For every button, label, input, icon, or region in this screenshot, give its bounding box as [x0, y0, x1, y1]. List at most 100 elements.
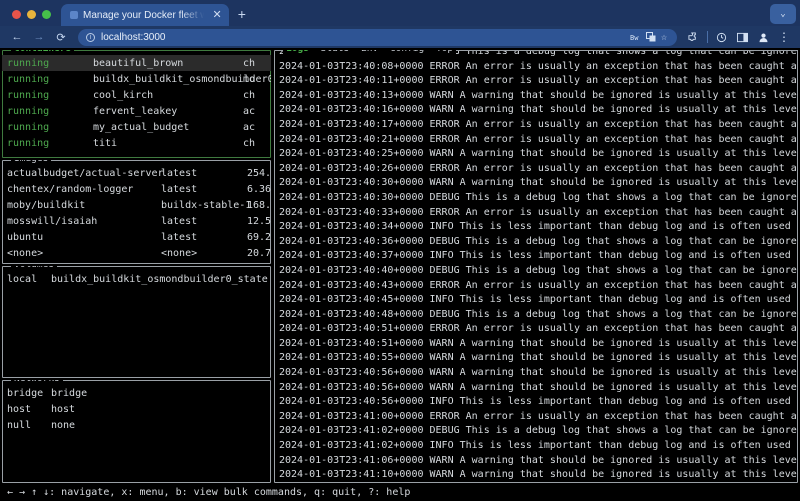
tab-strip: Manage your Docker fleet w ✕ + ⌄	[0, 0, 800, 26]
toolbar-divider	[707, 31, 708, 43]
network-driver: bridge	[51, 387, 88, 399]
log-line: 2024-01-03T23:40:30+0000 WARN A warning …	[279, 177, 798, 189]
container-row[interactable]: running fervent_leakey ac	[2, 103, 271, 119]
close-window-button[interactable]	[12, 10, 21, 19]
chevron-down-icon[interactable]: ⌄	[770, 4, 796, 24]
log-line: 2024-01-03T23:40:56+0000 INFO This is le…	[279, 396, 798, 408]
log-line: 2024-01-03T23:40:45+0000 INFO This is le…	[279, 294, 798, 306]
containers-rows: running beautiful_brown ch running buildx_bu…	[2, 50, 271, 158]
container-image: ch	[243, 89, 256, 101]
log-line: 2024-01-03T23:40:56+0000 WARN A warning …	[279, 367, 798, 379]
status-bar: ← → ↑ ↓: navigate, x: menu, b: view bulk…	[2, 483, 798, 501]
url-text: localhost:3000	[101, 31, 166, 43]
network-name: bridge	[7, 387, 44, 399]
minimize-window-button[interactable]	[27, 10, 36, 19]
volume-row[interactable]: local buildx_buildkit_osmondbuilder0_stat…	[2, 271, 271, 287]
containers-panel[interactable]: Containers runningbeautiful_brownchrunni…	[2, 50, 271, 158]
back-button[interactable]: ←	[11, 31, 23, 43]
image-row[interactable]: ubuntu latest 69.27M	[2, 229, 271, 245]
tab-env[interactable]: Env	[361, 50, 378, 54]
log-line: 2024-01-03T23:40:40+0000 DEBUG This is a…	[279, 264, 798, 276]
log-line: 2024-01-03T23:40:33+0000 ERROR An error …	[279, 206, 798, 218]
forward-button[interactable]: →	[33, 31, 45, 43]
tab-separator: —	[309, 50, 321, 54]
container-row[interactable]: running buildx_buildkit_osmondbuilder0 mo	[2, 71, 271, 87]
browser-tab[interactable]: Manage your Docker fleet w ✕	[61, 4, 229, 26]
container-image: mo	[243, 73, 256, 85]
log-line: 2024-01-03T23:40:51+0000 ERROR An error …	[279, 323, 798, 335]
volumes-panel[interactable]: Volumes local buildx_buildkit_osmondbuild…	[2, 266, 271, 378]
new-tab-button[interactable]: +	[237, 6, 246, 22]
tab-title: Manage your Docker fleet w	[83, 9, 208, 21]
bookmark-star-icon[interactable]: ☆	[660, 31, 667, 43]
log-line: 2024-01-03T23:41:02+0000 DEBUG This is a…	[279, 425, 798, 437]
image-size: 254.96	[247, 167, 271, 179]
volumes-rows: local buildx_buildkit_osmondbuilder0_stat…	[2, 266, 271, 378]
tab-logs[interactable]: Logs	[286, 50, 309, 54]
networks-panel-border	[2, 380, 271, 483]
log-line: 2024-01-03T23:40:56+0000 WARN A warning …	[279, 381, 798, 393]
container-row[interactable]: running beautiful_brown ch	[2, 55, 271, 71]
sidepanel-icon[interactable]	[732, 32, 753, 43]
container-name: cool_kirch	[93, 89, 154, 101]
image-tag: latest	[161, 183, 198, 195]
address-bar[interactable]: i localhost:3000 Bw ☆	[78, 28, 677, 46]
extensions-icon[interactable]	[683, 31, 704, 43]
container-image: ch	[243, 57, 256, 69]
maximize-window-button[interactable]	[42, 10, 51, 19]
network-driver: none	[51, 419, 76, 431]
log-line: 2024-01-03T23:41:10+0000 WARN A warning …	[279, 469, 798, 481]
container-row[interactable]: running my_actual_budget ac	[2, 119, 271, 135]
log-line: 2024-01-03T23:41:02+0000 INFO This is le…	[279, 440, 798, 452]
tab-close-icon[interactable]: ✕	[212, 8, 222, 21]
images-rows: actualbudget/actual-serverlatest254.96ch…	[2, 160, 271, 264]
container-row[interactable]: running titi ch	[2, 135, 271, 151]
log-line: 2024-01-03T23:40:08+0000 ERROR An error …	[279, 60, 798, 72]
reload-button[interactable]: ⟳	[56, 31, 66, 44]
container-name: beautiful_brown	[93, 57, 184, 69]
site-info-icon[interactable]: i	[86, 32, 95, 42]
log-line: 2024-01-03T23:40:21+0000 ERROR An error …	[279, 133, 798, 145]
window-traffic-lights	[8, 10, 61, 26]
log-output[interactable]: 2024-01-03T23:40:05+0000 DEBUG This is a…	[274, 50, 798, 483]
omnibox-actions: Bw ☆	[630, 32, 669, 43]
image-repository: moby/buildkit	[7, 199, 86, 211]
image-tag: latest	[161, 231, 198, 243]
sync-icon[interactable]	[711, 32, 732, 43]
tab-config[interactable]: Config	[390, 50, 424, 54]
log-line: 2024-01-03T23:40:30+0000 DEBUG This is a…	[279, 191, 798, 203]
network-name: null	[7, 419, 32, 431]
logs-panel[interactable]: Logs—Stats—Env—Config—Top 2024-01-03T23:…	[274, 50, 798, 483]
tab-top[interactable]: Top	[436, 50, 453, 54]
image-tag: latest	[161, 167, 198, 179]
log-line: 2024-01-03T23:40:11+0000 ERROR An error …	[279, 75, 798, 87]
image-row[interactable]: mosswill/isaiah latest 12.58M	[2, 213, 271, 229]
volumes-panel-border	[2, 266, 271, 378]
network-row[interactable]: bridge bridge	[2, 385, 271, 401]
images-panel-title: Images	[11, 160, 52, 164]
image-size: 20.72M	[247, 247, 271, 259]
tab-stats[interactable]: Stats	[321, 50, 350, 54]
log-line: 2024-01-03T23:40:36+0000 DEBUG This is a…	[279, 235, 798, 247]
image-tag: latest	[161, 215, 198, 227]
translate-icon[interactable]	[645, 32, 656, 42]
image-row[interactable]: chentex/random-logger latest 6.36MB	[2, 181, 271, 197]
log-line: 2024-01-03T23:40:05+0000 DEBUG This is a…	[279, 50, 798, 57]
network-row[interactable]: host host	[2, 401, 271, 417]
menu-icon[interactable]: ⋮	[778, 30, 790, 44]
profile-icon[interactable]	[753, 32, 774, 43]
container-status: running	[7, 105, 50, 117]
images-panel[interactable]: Images actualbudget/actual-serverlatest2…	[2, 160, 271, 264]
networks-panel[interactable]: Networks bridge bridge host host null none	[2, 380, 271, 483]
container-row[interactable]: running cool_kirch ch	[2, 87, 271, 103]
bw-icon[interactable]: Bw	[630, 33, 641, 42]
log-line: 2024-01-03T23:41:06+0000 WARN A warning …	[279, 454, 798, 466]
images-panel-border	[2, 160, 271, 264]
right-column: Logs—Stats—Env—Config—Top 2024-01-03T23:…	[274, 50, 798, 483]
container-image: ac	[243, 105, 256, 117]
network-row[interactable]: null none	[2, 417, 271, 433]
network-name: host	[7, 403, 32, 415]
image-row[interactable]: <none> <none> 20.72M	[2, 245, 271, 261]
